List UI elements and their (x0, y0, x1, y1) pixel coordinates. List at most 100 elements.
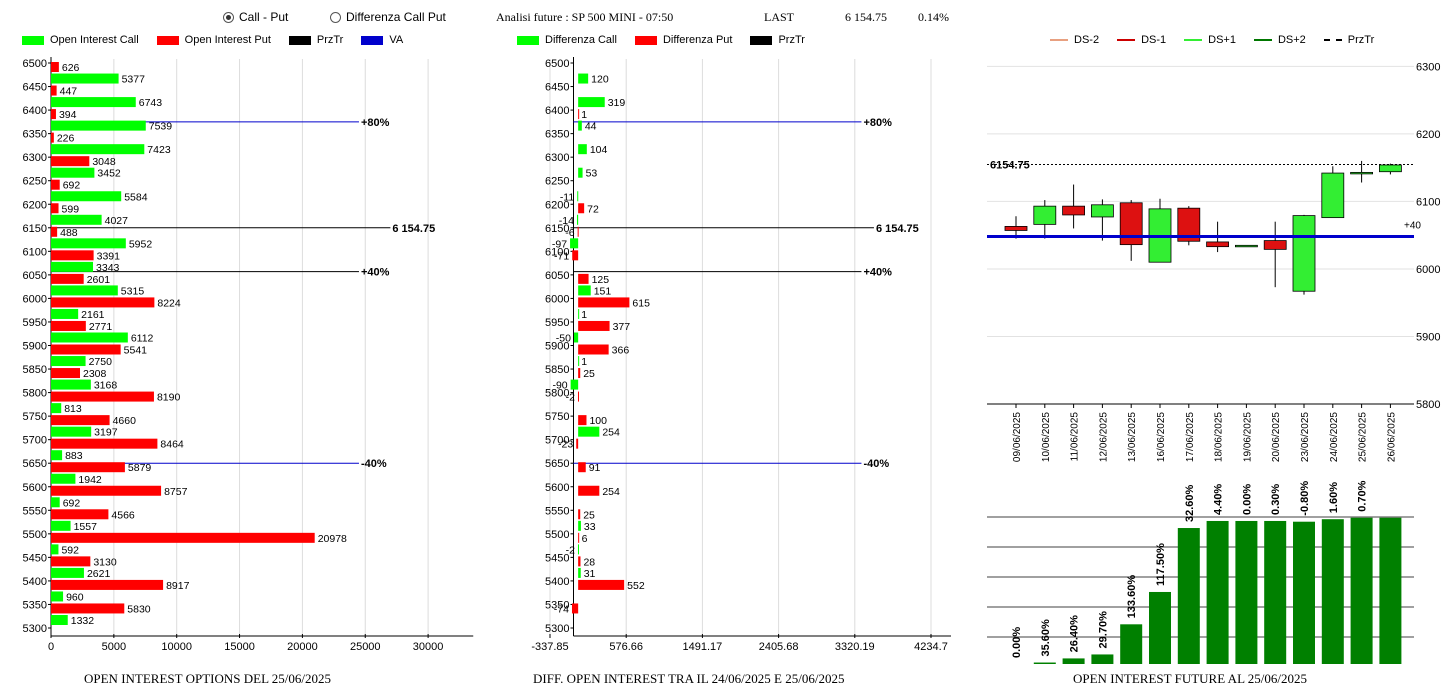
bar-value-label: 6 (582, 533, 588, 545)
bar-put (578, 297, 630, 308)
legend-diff: Differenza Call Differenza Put PrzTr (517, 34, 823, 46)
y-tick-label: 6400 (545, 105, 569, 117)
bar-put (51, 203, 59, 214)
bar-call (51, 120, 146, 131)
y-tick-label: 5650 (545, 458, 569, 470)
radio-differenza[interactable]: Differenza Call Put (330, 10, 446, 24)
bar-value-label: 2621 (87, 568, 111, 580)
bar-value-label: 28 (583, 556, 595, 568)
bar-call (51, 520, 71, 531)
y-tick-label: 5350 (23, 599, 47, 611)
last-change: 0.14% (918, 10, 949, 24)
bar-put (578, 532, 580, 543)
bar-value-label: 72 (587, 203, 599, 215)
oi-future-bar (1206, 520, 1229, 664)
bar-put (51, 415, 110, 426)
y-tick-label: 5800 (1416, 399, 1440, 411)
bar-value-label: 33 (584, 521, 596, 533)
y-tick-label: 5500 (23, 529, 47, 541)
bar-call (51, 144, 145, 155)
bar-put (578, 203, 585, 214)
oi-future-label: 1.60% (1328, 482, 1340, 513)
bar-value-label: 5315 (121, 285, 145, 297)
x-tick-label: 25000 (350, 641, 381, 653)
y-tick-label: 6100 (23, 246, 47, 258)
bar-value-label: 4027 (105, 215, 129, 227)
bar-call (51, 591, 64, 602)
bar-call (51, 497, 60, 508)
oi-future-bar (1235, 520, 1258, 664)
y-tick-label: 5750 (545, 411, 569, 423)
y-tick-label: 6050 (545, 270, 569, 282)
bar-value-label: 254 (602, 427, 620, 439)
bar-value-label: 3048 (92, 156, 116, 168)
legend-item-ds-plus2: DS+2 (1253, 34, 1306, 46)
bar-put (576, 438, 579, 449)
bar-call (578, 120, 582, 131)
y-tick-label: 5700 (23, 435, 47, 447)
bar-put (578, 462, 586, 473)
x-tick-label: 3320.19 (835, 641, 875, 653)
bar-call (51, 473, 76, 484)
bar-value-label: 4660 (113, 415, 137, 427)
x-tick-label: 15000 (224, 641, 255, 653)
candle-body (1119, 202, 1143, 246)
bar-value-label: -71 (554, 250, 569, 262)
x-tick-label: 16/06/2025 (1156, 412, 1167, 462)
bar-value-label: 592 (61, 544, 79, 556)
bar-value-label: -2 (566, 392, 575, 404)
radio-call-put-indicator[interactable] (223, 11, 234, 23)
last-label: LAST (764, 10, 794, 24)
bar-put (578, 273, 589, 284)
bar-value-label: 2750 (89, 356, 113, 368)
y-tick-label: 6050 (23, 270, 47, 282)
bar-call (576, 214, 579, 225)
radio-differenza-indicator[interactable] (330, 11, 341, 23)
legend-item-va: VA (361, 34, 403, 46)
va-label: +40 (1404, 221, 1421, 232)
reference-line-label: -40% (361, 458, 387, 470)
bar-put (51, 62, 59, 72)
y-tick-label: 5600 (545, 482, 569, 494)
oi-future-label: -0.80% (1299, 481, 1311, 516)
bar-call (578, 285, 591, 296)
bar-value-label: 4566 (111, 509, 135, 521)
bar-value-label: 3391 (97, 250, 121, 262)
bar-value-label: 3130 (93, 556, 117, 568)
bar-call (578, 520, 581, 531)
bar-call (51, 332, 128, 343)
bar-put (51, 109, 56, 120)
y-tick-label: 5950 (545, 317, 569, 329)
y-tick-label: 6100 (1416, 196, 1440, 208)
x-tick-label: 12/06/2025 (1098, 412, 1109, 462)
bar-value-label: 44 (585, 121, 597, 133)
bar-value-label: 31 (584, 568, 596, 580)
bar-call (51, 567, 84, 578)
legend-item-ds-plus1: DS+1 (1184, 34, 1236, 46)
legend-item-oi-put: Open Interest Put (156, 34, 271, 46)
bar-value-label: 1 (581, 356, 587, 368)
legend-oi-options: Open Interest Call Open Interest Put Prz… (22, 34, 421, 46)
bar-call (51, 379, 91, 390)
candle-body (1321, 172, 1345, 219)
bar-put (51, 273, 84, 284)
bar-put (51, 579, 164, 590)
y-tick-label: 5300 (545, 623, 569, 635)
x-tick-label: 17/06/2025 (1185, 412, 1196, 462)
bar-value-label: 104 (590, 144, 608, 156)
oi-future-bar (1062, 658, 1085, 664)
bar-value-label: 447 (60, 86, 78, 98)
bar-value-label: 488 (60, 227, 78, 239)
bar-put (578, 509, 581, 520)
bar-value-label: 53 (586, 168, 598, 180)
y-tick-label: 6200 (23, 199, 47, 211)
bar-put (578, 556, 581, 567)
y-tick-label: 5350 (545, 599, 569, 611)
y-tick-label: 5800 (23, 388, 47, 400)
x-tick-label: 25/06/2025 (1358, 412, 1369, 462)
bar-value-label: 692 (63, 180, 81, 192)
page-title: Analisi future : SP 500 MINI - 07:50 (496, 10, 674, 24)
radio-call-put[interactable]: Call - Put (223, 10, 288, 24)
bar-value-label: 883 (65, 450, 83, 462)
bar-put (51, 462, 125, 473)
